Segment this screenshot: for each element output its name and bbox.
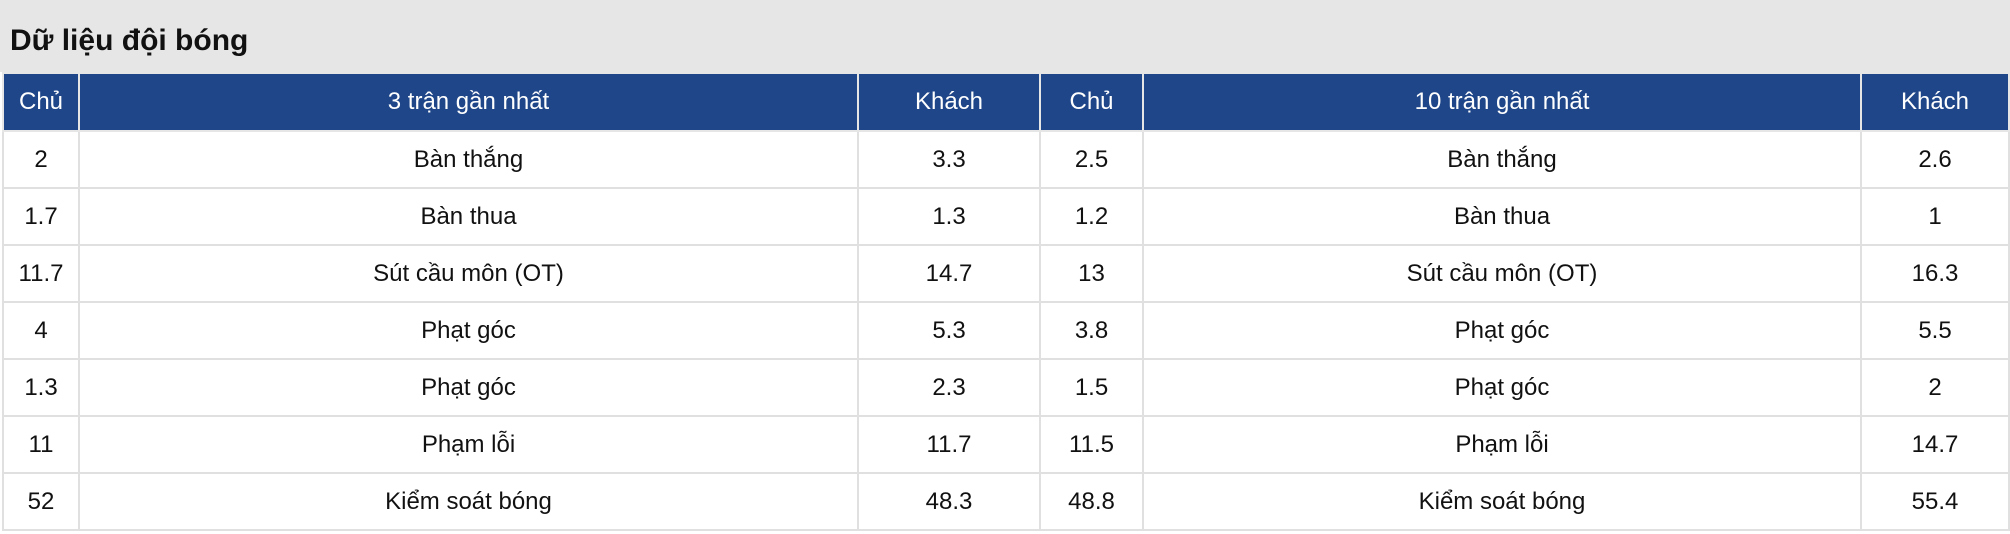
cell-stat-10: Bàn thua xyxy=(1142,187,1862,246)
cell-home-3: 11 xyxy=(2,415,80,474)
cell-home-3: 52 xyxy=(2,472,80,531)
table-row: 4 Phạt góc 5.3 3.8 Phạt góc 5.5 xyxy=(2,301,2010,360)
cell-away-3: 11.7 xyxy=(857,415,1041,474)
cell-home-10: 2.5 xyxy=(1039,130,1144,189)
column-header-away-10: Khách xyxy=(1860,72,2010,132)
cell-home-3: 1.3 xyxy=(2,358,80,417)
cell-home-3: 2 xyxy=(2,130,80,189)
cell-away-10: 1 xyxy=(1860,187,2010,246)
cell-stat-10: Kiểm soát bóng xyxy=(1142,472,1862,531)
cell-home-10: 3.8 xyxy=(1039,301,1144,360)
cell-away-10: 14.7 xyxy=(1860,415,2010,474)
cell-stat-3: Bàn thua xyxy=(78,187,859,246)
cell-away-3: 1.3 xyxy=(857,187,1041,246)
cell-home-10: 1.5 xyxy=(1039,358,1144,417)
column-header-stat-10: 10 trận gần nhất xyxy=(1142,72,1862,132)
cell-away-3: 48.3 xyxy=(857,472,1041,531)
cell-stat-10: Bàn thắng xyxy=(1142,130,1862,189)
cell-away-10: 55.4 xyxy=(1860,472,2010,531)
table-row: 1.3 Phạt góc 2.3 1.5 Phạt góc 2 xyxy=(2,358,2010,417)
cell-away-10: 2 xyxy=(1860,358,2010,417)
table-row: 52 Kiểm soát bóng 48.3 48.8 Kiểm soát bóng 55… xyxy=(2,472,2010,531)
column-header-stat-3: 3 trận gần nhất xyxy=(78,72,859,132)
cell-stat-10: Phạt góc xyxy=(1142,301,1862,360)
cell-stat-3: Sút cầu môn (OT) xyxy=(78,244,859,303)
table-row: 11 Phạm lỗi 11.7 11.5 Phạm lỗi 14.7 xyxy=(2,415,2010,474)
section-header: Dữ liệu đội bóng xyxy=(0,0,2010,72)
cell-away-10: 2.6 xyxy=(1860,130,2010,189)
cell-stat-10: Phạm lỗi xyxy=(1142,415,1862,474)
cell-stat-3: Phạm lỗi xyxy=(78,415,859,474)
cell-away-10: 16.3 xyxy=(1860,244,2010,303)
column-header-away-3: Khách xyxy=(857,72,1041,132)
cell-away-3: 3.3 xyxy=(857,130,1041,189)
cell-away-3: 5.3 xyxy=(857,301,1041,360)
table-header-row: Chủ 3 trận gần nhất Khách Chủ 10 trận gần nh… xyxy=(2,72,2010,132)
table-row: 11.7 Sút cầu môn (OT) 14.7 13 Sút cầu môn (O… xyxy=(2,244,2010,303)
cell-home-3: 4 xyxy=(2,301,80,360)
cell-home-3: 1.7 xyxy=(2,187,80,246)
cell-stat-3: Bàn thắng xyxy=(78,130,859,189)
cell-home-10: 48.8 xyxy=(1039,472,1144,531)
cell-stat-3: Phạt góc xyxy=(78,301,859,360)
cell-stat-10: Sút cầu môn (OT) xyxy=(1142,244,1862,303)
cell-stat-10: Phạt góc xyxy=(1142,358,1862,417)
team-stats-table: Chủ 3 trận gần nhất Khách Chủ 10 trận gần nh… xyxy=(2,72,2010,531)
cell-home-10: 11.5 xyxy=(1039,415,1144,474)
cell-home-10: 13 xyxy=(1039,244,1144,303)
cell-away-3: 14.7 xyxy=(857,244,1041,303)
section-title: Dữ liệu đội bóng xyxy=(10,24,249,57)
cell-away-3: 2.3 xyxy=(857,358,1041,417)
column-header-home-10: Chủ xyxy=(1039,72,1144,132)
cell-stat-3: Phạt góc xyxy=(78,358,859,417)
table-row: 1.7 Bàn thua 1.3 1.2 Bàn thua 1 xyxy=(2,187,2010,246)
cell-home-3: 11.7 xyxy=(2,244,80,303)
cell-home-10: 1.2 xyxy=(1039,187,1144,246)
cell-stat-3: Kiểm soát bóng xyxy=(78,472,859,531)
cell-away-10: 5.5 xyxy=(1860,301,2010,360)
table-row: 2 Bàn thắng 3.3 2.5 Bàn thắng 2.6 xyxy=(2,130,2010,189)
column-header-home-3: Chủ xyxy=(2,72,80,132)
